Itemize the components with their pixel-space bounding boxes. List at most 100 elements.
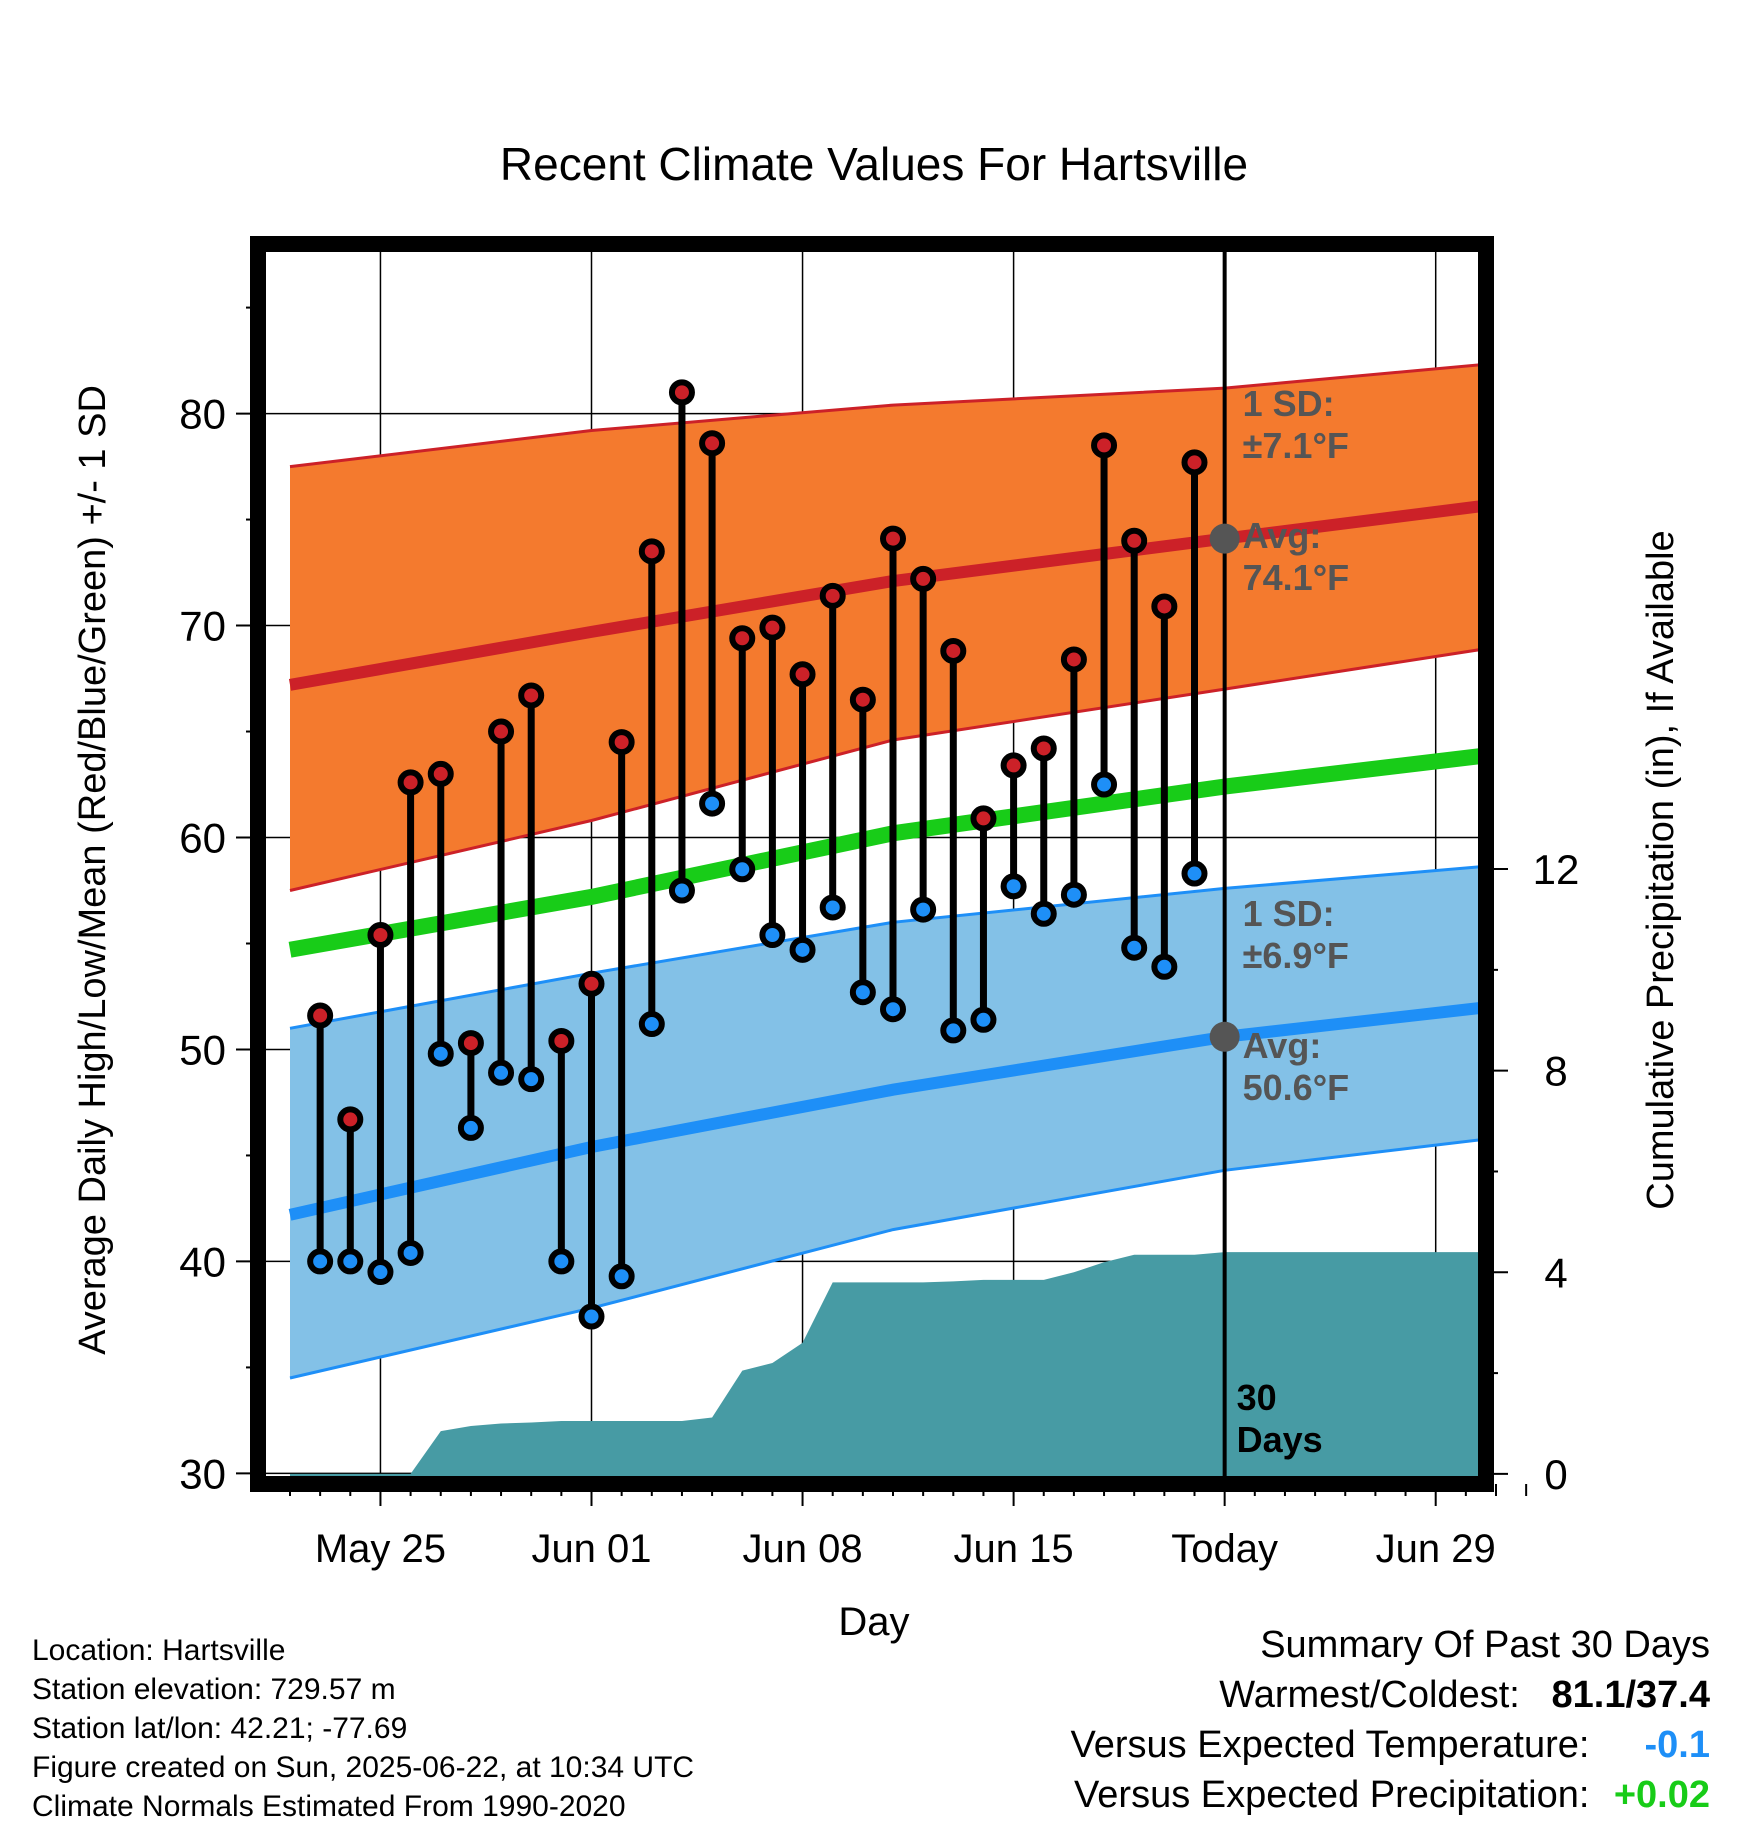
- low-sd-note-line: ±6.9°F: [1243, 935, 1349, 976]
- high-point: [638, 538, 665, 565]
- high-point: [1151, 593, 1178, 620]
- summary-precip-row: Versus Expected Precipitation: +0.02: [1074, 1774, 1710, 1817]
- summary-warmest-value: 81.1/37.4: [1551, 1674, 1710, 1716]
- low-point: [1121, 934, 1148, 961]
- summary-temp-label: Versus Expected Temperature:: [1070, 1724, 1590, 1766]
- high-point: [608, 729, 635, 756]
- today-days-label: 30: [1237, 1377, 1277, 1418]
- y2-tick-label: 0: [1544, 1451, 1567, 1498]
- footer-latlon: Station lat/lon: 42.21; -77.69: [32, 1712, 408, 1745]
- low-point: [910, 896, 937, 923]
- low-point: [668, 877, 695, 904]
- high-point: [1030, 735, 1057, 762]
- low-lower-edge: [289, 1137, 1486, 1380]
- high-point: [548, 1027, 575, 1054]
- x-tick-label: Today: [1171, 1527, 1278, 1571]
- plot-frame: [250, 236, 1494, 1492]
- y2-tick-label: 8: [1544, 1048, 1567, 1095]
- y-tick-label: 40: [179, 1238, 226, 1285]
- footer-location: Location: Hartsville: [32, 1634, 286, 1667]
- high-point: [880, 525, 906, 552]
- high-point: [789, 661, 816, 688]
- high-point: [1121, 527, 1148, 554]
- high-point: [1091, 432, 1118, 459]
- low-point: [759, 922, 786, 949]
- x-tick-label: Jun 15: [954, 1527, 1074, 1571]
- low-point: [367, 1259, 394, 1286]
- low-point: [397, 1239, 424, 1266]
- high-point: [668, 379, 695, 406]
- low-avg-note-line: 50.6°F: [1243, 1067, 1349, 1108]
- x-tick-label: Jun 08: [742, 1527, 862, 1571]
- footer-normals: Climate Normals Estimated From 1990-2020: [32, 1790, 626, 1823]
- summary-precip-value: +0.02: [1613, 1774, 1710, 1816]
- high-upper-edge: [289, 362, 1486, 469]
- high-point: [457, 1030, 484, 1057]
- high-point: [849, 686, 876, 713]
- summary-temp-row: Versus Expected Temperature: -0.1: [1071, 1724, 1710, 1767]
- low-sd-note-line: 1 SD:: [1243, 893, 1335, 934]
- low-point: [1181, 860, 1208, 887]
- today-days-label: Days: [1237, 1419, 1323, 1460]
- high-point: [729, 625, 756, 652]
- low-point: [307, 1248, 334, 1275]
- low-point: [1151, 953, 1178, 980]
- low-point: [1000, 873, 1027, 900]
- low-point: [427, 1040, 454, 1067]
- low-point: [729, 856, 756, 883]
- high-point: [910, 565, 937, 592]
- high-sd-band: [290, 364, 1486, 891]
- x-tick-label: May 25: [315, 1527, 446, 1571]
- y-tick-label: 60: [179, 815, 226, 862]
- footer-created: Figure created on Sun, 2025-06-22, at 10…: [32, 1751, 695, 1784]
- y-axis-label: Average Daily High/Low/Mean (Red/Blue/Gr…: [72, 385, 114, 1355]
- low-point: [849, 979, 876, 1006]
- footer-elevation: Station elevation: 729.57 m: [32, 1673, 396, 1706]
- high-point: [819, 582, 846, 609]
- low-point: [578, 1303, 605, 1330]
- low-point: [880, 996, 906, 1023]
- low-point: [638, 1011, 665, 1038]
- low-point: [940, 1017, 967, 1044]
- y-tick-label: 70: [179, 603, 226, 650]
- high-point: [488, 718, 515, 745]
- y-tick-label: 50: [179, 1026, 226, 1073]
- low-point: [970, 1006, 997, 1033]
- low-point: [1060, 881, 1087, 908]
- high-point: [578, 970, 605, 997]
- high-point: [427, 760, 454, 787]
- high-point: [759, 614, 786, 641]
- y2-axis-label: Cumulative Precipitation (in), If Availa…: [1640, 530, 1682, 1209]
- today-low-avg-dot: [1209, 1021, 1240, 1052]
- low-point: [699, 790, 726, 817]
- high-point: [940, 637, 967, 664]
- high-avg-note-line: 74.1°F: [1243, 557, 1349, 598]
- low-point: [789, 936, 816, 963]
- high-point: [307, 1002, 334, 1029]
- low-point: [488, 1059, 515, 1086]
- high-point: [518, 682, 545, 709]
- high-point: [970, 805, 997, 832]
- low-point: [1030, 900, 1057, 927]
- x-tick-label: Jun 29: [1376, 1527, 1496, 1571]
- high-point: [1181, 449, 1208, 476]
- chart-title: Recent Climate Values For Hartsville: [500, 138, 1248, 190]
- today-high-avg-dot: [1209, 523, 1240, 554]
- summary-warmest-label: Warmest/Coldest:: [1219, 1674, 1520, 1716]
- low-point: [608, 1263, 635, 1290]
- y2-tick-label: 12: [1533, 846, 1580, 893]
- high-point: [397, 769, 424, 796]
- low-point: [819, 894, 846, 921]
- low-avg-note-line: Avg:: [1243, 1025, 1322, 1066]
- precipitation-area: [290, 1252, 1486, 1484]
- high-point: [337, 1106, 364, 1133]
- low-point: [518, 1066, 545, 1093]
- high-avg-note-line: Avg:: [1243, 515, 1322, 556]
- high-point: [1060, 646, 1087, 673]
- low-point: [548, 1248, 575, 1275]
- high-sd-note-line: 1 SD:: [1243, 383, 1335, 424]
- y-tick-label: 30: [179, 1450, 226, 1497]
